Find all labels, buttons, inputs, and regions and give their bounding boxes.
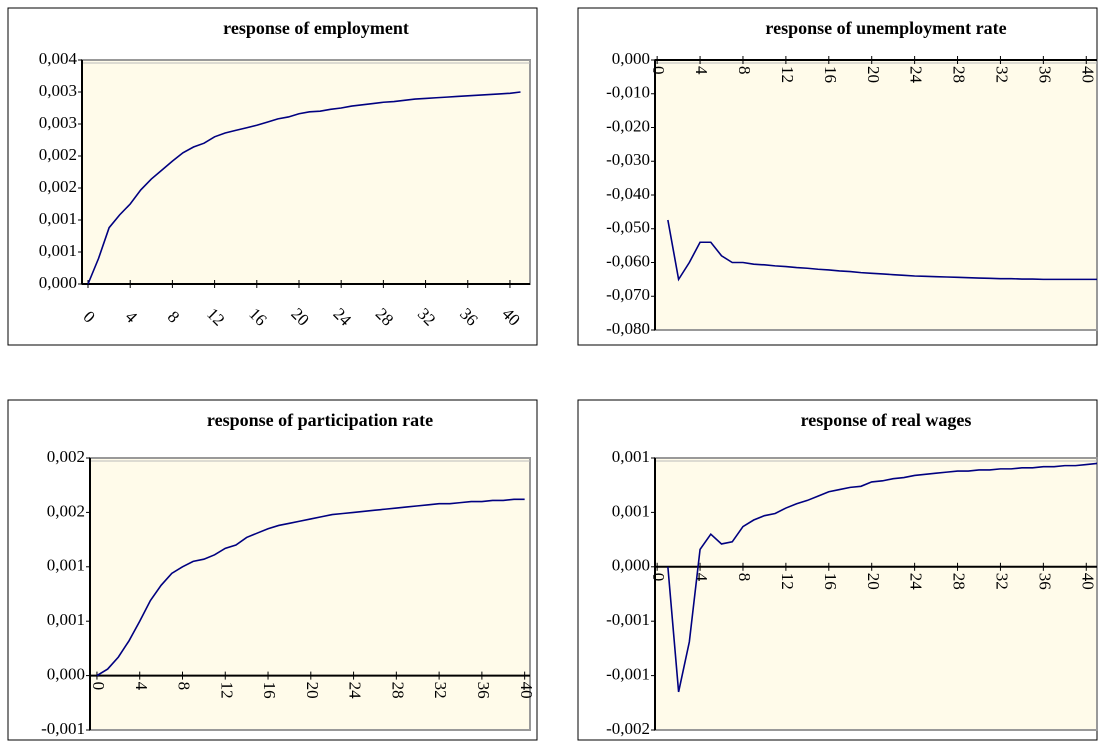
- y-tick-label: -0,060: [606, 251, 650, 270]
- x-tick-label: 24: [346, 682, 365, 700]
- x-tick-label: 36: [1035, 66, 1054, 83]
- x-tick-label: 40: [1078, 573, 1097, 590]
- x-tick-label: 4: [132, 682, 151, 691]
- y-tick-label: 0,001: [47, 556, 85, 575]
- x-tick-label: 20: [864, 573, 883, 590]
- x-tick-label: 0: [89, 682, 108, 691]
- x-tick-label: 28: [950, 573, 969, 590]
- x-tick-label: 36: [1035, 573, 1054, 590]
- y-tick-label: -0,070: [606, 285, 650, 304]
- y-tick-label: 0,001: [612, 501, 650, 520]
- x-tick-label: 28: [388, 682, 407, 699]
- x-tick-label: 24: [907, 573, 926, 591]
- plot-area: [654, 457, 1098, 731]
- y-tick-label: 0,003: [39, 113, 77, 132]
- x-tick-label: 0: [649, 573, 668, 582]
- y-tick-label: -0,040: [606, 184, 650, 203]
- y-tick-label: 0,000: [612, 556, 650, 575]
- y-tick-label: 0,001: [39, 241, 77, 260]
- x-tick-label: 40: [517, 682, 536, 699]
- plot-area: [81, 59, 531, 285]
- x-tick-label: 0: [649, 66, 668, 75]
- x-tick-label: 4: [692, 573, 711, 582]
- y-tick-label: 0,000: [612, 49, 650, 68]
- x-tick-label: 8: [735, 66, 754, 75]
- y-tick-label: -0,001: [606, 610, 650, 629]
- x-tick-label: 32: [993, 573, 1012, 590]
- x-tick-label: 40: [1078, 66, 1097, 83]
- y-tick-label: 0,000: [47, 665, 85, 684]
- y-tick-label: 0,002: [39, 177, 77, 196]
- x-tick-label: 24: [907, 66, 926, 84]
- x-tick-label: 8: [175, 682, 194, 691]
- y-tick-label: -0,001: [41, 719, 85, 738]
- x-tick-label: 32: [431, 682, 450, 699]
- data-line: [667, 462, 1098, 693]
- x-tick-label: 32: [993, 66, 1012, 83]
- x-tick-label: 12: [778, 66, 797, 83]
- y-tick-label: -0,030: [606, 150, 650, 169]
- chart-title: response of real wages: [801, 410, 972, 430]
- y-tick-label: 0,001: [47, 610, 85, 629]
- x-tick-label: 16: [821, 573, 840, 590]
- y-tick-label: -0,001: [606, 665, 650, 684]
- chart-title: response of participation rate: [207, 410, 433, 430]
- y-tick-label: -0,050: [606, 218, 650, 237]
- y-tick-label: -0,002: [606, 719, 650, 738]
- y-tick-label: 0,002: [39, 145, 77, 164]
- y-tick-label: 0,002: [47, 501, 85, 520]
- chart-title: response of unemployment rate: [765, 18, 1006, 38]
- data-line: [96, 498, 525, 677]
- data-line: [667, 219, 1097, 282]
- x-tick-label: 20: [303, 682, 322, 699]
- data-line: [87, 91, 521, 285]
- x-tick-label: 20: [864, 66, 883, 83]
- x-tick-label: 8: [735, 573, 754, 582]
- y-tick-label: 0,002: [47, 447, 85, 466]
- x-tick-label: 16: [821, 66, 840, 83]
- x-tick-label: 12: [217, 682, 236, 699]
- x-tick-label: 36: [474, 682, 493, 699]
- y-tick-label: -0,080: [606, 319, 650, 338]
- y-tick-label: -0,010: [606, 83, 650, 102]
- y-tick-label: 0,003: [39, 81, 77, 100]
- y-tick-label: 0,001: [39, 209, 77, 228]
- plot-area: [654, 59, 1098, 331]
- y-tick-label: -0,020: [606, 116, 650, 135]
- chart-title: response of employment: [223, 18, 409, 38]
- y-tick-label: 0,001: [612, 447, 650, 466]
- y-tick-label: 0,000: [39, 273, 77, 292]
- y-tick-label: 0,004: [39, 49, 78, 68]
- x-tick-label: 16: [260, 682, 279, 699]
- x-tick-label: 28: [950, 66, 969, 83]
- x-tick-label: 12: [778, 573, 797, 590]
- x-tick-label: 4: [692, 66, 711, 75]
